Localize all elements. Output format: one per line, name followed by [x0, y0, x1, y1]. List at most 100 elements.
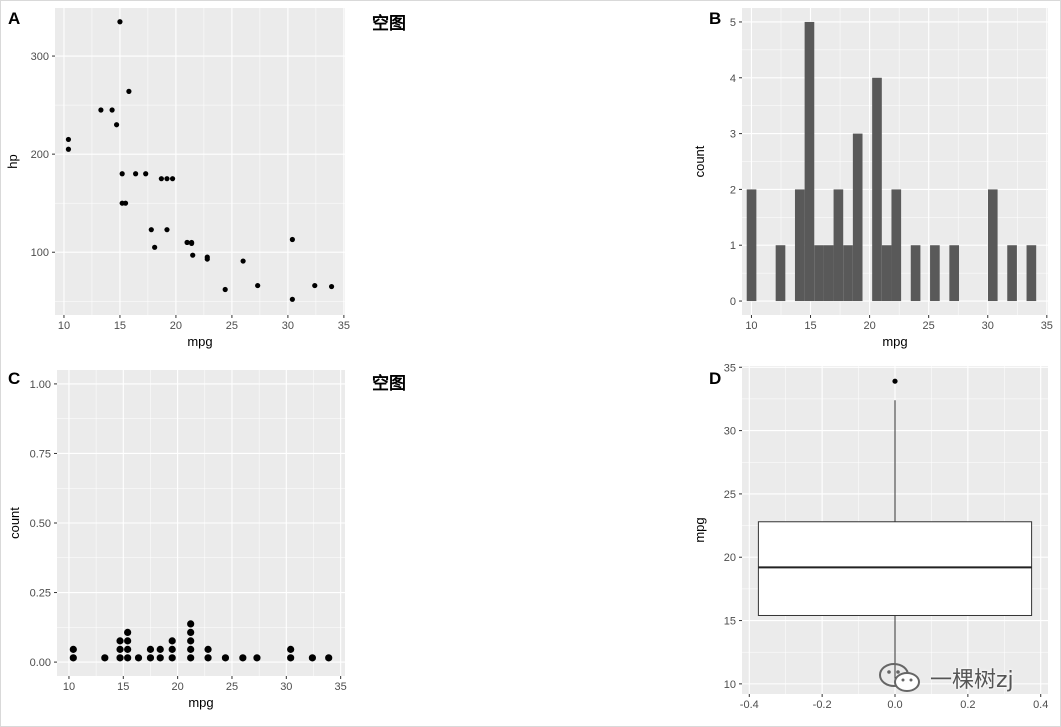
y-tick-label: 0.75: [30, 448, 51, 460]
x-tick-label: 30: [280, 681, 292, 693]
y-tick-label: 25: [724, 489, 736, 501]
dot: [101, 654, 109, 662]
data-point: [289, 296, 295, 302]
panel-c: 10 15 20 25 30 35 0.00 0.25 0.50 0.75 1.00 mpg count: [7, 370, 347, 710]
dot: [146, 654, 155, 662]
y-tick-label: 4: [730, 73, 736, 85]
y-tick-label: 15: [724, 616, 736, 628]
y-axis-title: mpg: [692, 517, 707, 542]
dot: [124, 628, 132, 636]
dot: [239, 654, 247, 662]
x-tick-label: 10: [58, 320, 70, 332]
data-point: [190, 252, 196, 258]
y-tick-label: 30: [724, 426, 736, 438]
panel-background: [55, 8, 345, 315]
histogram-bar: [814, 245, 824, 302]
y-axis-title: hp: [5, 154, 20, 168]
watermark-text: 一棵树zj: [930, 668, 1014, 693]
y-tick-label: 0.50: [30, 518, 51, 530]
box: [757, 521, 1033, 616]
data-point: [143, 171, 149, 177]
x-axis-title: mpg: [187, 334, 212, 349]
x-tick-label: 35: [335, 681, 347, 693]
panel-label-b: B: [709, 9, 722, 28]
y-tick-label: 100: [31, 247, 49, 259]
outlier-point: [892, 378, 898, 384]
panel-label-a: A: [8, 9, 21, 28]
dot: [204, 654, 212, 662]
x-tick-label: 15: [117, 681, 129, 693]
dot: [187, 628, 195, 636]
data-point: [222, 286, 228, 293]
dot: [124, 637, 132, 645]
x-tick-label: 0.0: [887, 699, 902, 711]
data-point: [126, 88, 132, 94]
dot: [204, 645, 212, 653]
data-point: [328, 283, 335, 290]
dot: [287, 654, 295, 662]
dot: [168, 645, 176, 653]
x-tick-label: 15: [114, 320, 126, 332]
data-point: [133, 171, 139, 177]
dot: [116, 645, 124, 653]
y-tick-label: 0.00: [30, 657, 51, 669]
dot: [156, 654, 164, 662]
dot: [156, 645, 164, 653]
histogram-bar: [891, 189, 902, 302]
empty-plot-label-bottom: 空图: [372, 374, 406, 394]
x-tick-label: 30: [982, 320, 994, 332]
data-point: [65, 136, 72, 143]
x-tick-label: 0.4: [1033, 699, 1048, 711]
data-point: [312, 282, 318, 289]
x-tick-label: 15: [804, 320, 816, 332]
data-point: [148, 227, 154, 233]
dot: [146, 645, 155, 653]
dot: [168, 654, 176, 662]
data-point: [164, 176, 170, 182]
y-tick-label: 1: [730, 240, 736, 252]
y-tick-label: 35: [724, 362, 736, 374]
data-point: [152, 244, 158, 250]
histogram-bar: [775, 245, 786, 302]
dot: [187, 637, 195, 645]
dot: [187, 620, 195, 628]
x-tick-label: 10: [745, 320, 757, 332]
x-tick-label: 25: [226, 320, 238, 332]
histogram-bar: [1007, 245, 1017, 302]
data-point: [204, 254, 210, 260]
x-tick-label: -0.2: [813, 699, 832, 711]
x-tick-label: 25: [226, 681, 238, 693]
histogram-bar: [987, 189, 998, 302]
data-point: [184, 239, 190, 246]
histogram-bar: [881, 245, 892, 302]
dot: [116, 637, 124, 645]
histogram-bar: [746, 189, 757, 302]
y-tick-label: 1.00: [30, 379, 51, 391]
wechat-icon: [879, 663, 920, 692]
dot: [253, 654, 261, 662]
data-point: [98, 107, 104, 113]
dot: [325, 654, 333, 662]
data-point: [255, 282, 261, 289]
data-point: [289, 236, 295, 243]
data-point: [169, 176, 176, 182]
histogram-bar: [852, 133, 863, 302]
data-point: [119, 200, 125, 206]
y-tick-label: 5: [730, 17, 736, 29]
y-axis-title: count: [692, 145, 707, 177]
dot: [187, 645, 195, 653]
y-tick-label: 0: [730, 296, 736, 308]
panel-b: 10 15 20 25 30 35 0 1 2 3 4 5 mpg count: [692, 8, 1053, 349]
x-tick-label: 20: [170, 320, 182, 332]
x-tick-label: 20: [863, 320, 875, 332]
dot: [187, 654, 195, 662]
panel-label-c: C: [8, 369, 21, 388]
histogram-bar: [804, 21, 815, 302]
histogram-bar: [1026, 245, 1037, 302]
dot: [124, 654, 132, 662]
data-point: [109, 107, 115, 113]
dot: [116, 654, 124, 662]
dot: [221, 654, 230, 662]
y-tick-label: 10: [724, 679, 736, 691]
dot: [69, 654, 77, 662]
